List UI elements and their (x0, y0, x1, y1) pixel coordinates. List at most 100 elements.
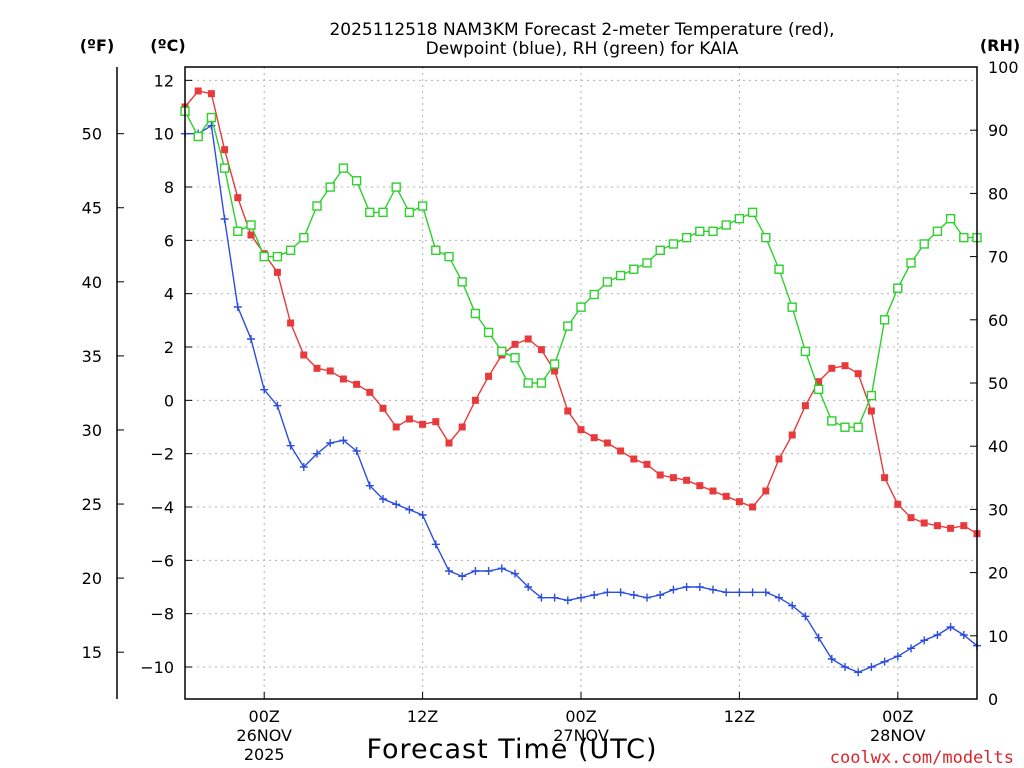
dewpoint-point (880, 657, 889, 666)
temperature-point (762, 487, 770, 495)
rh-point (959, 232, 969, 243)
temperature-point (590, 434, 598, 442)
temperature-point (511, 340, 519, 348)
rh-point (457, 277, 467, 287)
dewpoint-point (801, 612, 810, 621)
temperature-point (392, 423, 400, 431)
temperature-point (577, 426, 585, 434)
rh-point (708, 226, 718, 237)
dewpoint-point (854, 668, 863, 677)
dewpoint-point (471, 567, 480, 575)
dewpoint-point (603, 588, 612, 597)
time-tick-label: 00Z (882, 707, 913, 726)
dewpoint-point (827, 655, 836, 663)
temperature-point (881, 474, 889, 482)
temperature-point (366, 388, 374, 396)
dewpoint-point (405, 505, 414, 514)
dewpoint-point (431, 540, 440, 549)
rh-series (180, 106, 982, 432)
dewpoint-point (339, 436, 348, 445)
celsius-tick-label: −2 (150, 445, 174, 464)
rh-tick-label: 100 (988, 58, 1019, 77)
temperature-point (775, 455, 783, 463)
rh-point (338, 163, 349, 173)
temperature-point (722, 492, 730, 500)
temperature-point (603, 439, 611, 447)
rh-point (299, 232, 309, 243)
rh-point (893, 283, 903, 293)
rh-tick-label: 40 (988, 437, 1008, 456)
temperature-point (656, 471, 664, 479)
time-tick-label: 26NOV (236, 726, 292, 745)
time-tick-label: 00Z (249, 707, 280, 726)
rh-point (681, 232, 692, 243)
dewpoint-point (247, 335, 255, 343)
fahrenheit-tick-label: 35 (82, 347, 102, 366)
x-axis-title: Forecast Time (UTC) (366, 734, 657, 765)
dewpoint-point (286, 441, 295, 450)
rh-point (734, 213, 745, 224)
fahrenheit-axis: 50 45 40 35 30 25 20 15 (82, 67, 124, 699)
temperature-point (947, 524, 955, 532)
rh-point (259, 251, 269, 262)
time-tick-label: 28NOV (870, 726, 926, 745)
celsius-tick-label: 4 (164, 285, 174, 304)
temperature-point (234, 194, 242, 202)
rh-point (510, 353, 520, 363)
temperature-point (419, 420, 427, 428)
time-tick-label: 12Z (724, 707, 755, 726)
fahrenheit-tick-label: 40 (82, 273, 102, 292)
dewpoint-point (933, 631, 942, 639)
fahrenheit-unit-label: (ºF) (80, 36, 115, 55)
rh-point (431, 245, 441, 255)
rh-point (523, 378, 533, 388)
credit-label: coolwx.com/modelts (830, 748, 1014, 768)
temperature-point (683, 476, 691, 484)
rh-point (483, 327, 494, 338)
dewpoint-point (273, 401, 282, 410)
temperature-point (353, 380, 361, 388)
celsius-tick-label: 0 (164, 391, 174, 410)
dewpoint-point (761, 588, 770, 597)
temperature-point (405, 415, 413, 423)
rh-point (444, 251, 454, 262)
time-tick-label: 12Z (407, 707, 438, 726)
dewpoint-point (392, 500, 401, 509)
celsius-tick-label: 12 (154, 71, 174, 90)
dewpoint-point (497, 564, 506, 573)
celsius-tick-label: −6 (150, 551, 174, 570)
rh-point (378, 207, 388, 218)
dewpoint-point (841, 663, 849, 671)
temperature-point (564, 407, 572, 415)
dewpoint-point (920, 636, 929, 645)
dewpoint-point (788, 601, 797, 610)
temperature-point (696, 482, 704, 490)
fahrenheit-tick-label: 15 (82, 643, 102, 662)
celsius-unit-label: (ºC) (150, 36, 185, 55)
temperature-point (287, 319, 295, 327)
fahrenheit-tick-label: 45 (82, 199, 102, 218)
dewpoint-point (524, 583, 533, 591)
dewpoint-point (893, 652, 902, 661)
fahrenheit-tick-label: 20 (82, 569, 102, 588)
celsius-tick-label: −10 (140, 658, 174, 677)
rh-point (549, 359, 560, 369)
rh-point (787, 302, 797, 312)
celsius-tick-label: −8 (150, 605, 174, 624)
rh-point (536, 378, 547, 388)
dewpoint-point (867, 663, 876, 671)
dewpoint-point (484, 567, 493, 575)
dewpoint-point (629, 591, 638, 599)
rh-point (853, 422, 863, 432)
temperature-point (379, 404, 387, 412)
plot-frame (184, 66, 978, 700)
rh-point (219, 163, 230, 173)
dewpoint-point (616, 588, 625, 597)
temperature-point (815, 378, 823, 386)
dewpoint-point (458, 572, 467, 581)
rh-point (827, 416, 837, 426)
temperature-point (828, 364, 836, 372)
temperature-point (801, 402, 809, 410)
temperature-point (551, 367, 559, 375)
